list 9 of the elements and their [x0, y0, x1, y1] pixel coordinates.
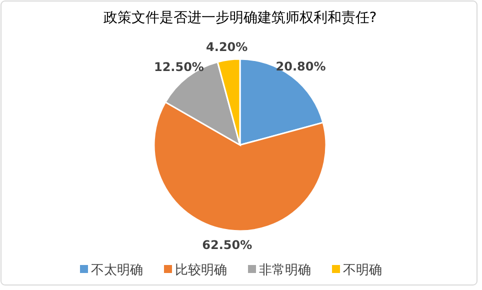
data-label: 62.50%: [202, 238, 252, 252]
data-label: 4.20%: [206, 40, 248, 54]
legend-label: 不太明确: [91, 263, 143, 278]
chart-title: 政策文件是否进一步明确建筑师权利和责任?: [103, 10, 377, 26]
data-label: 12.50%: [154, 60, 204, 74]
data-label: 20.80%: [276, 60, 326, 74]
legend-label: 非常明确: [259, 263, 311, 278]
legend-label: 不明确: [343, 263, 382, 278]
legend-label: 比较明确: [175, 263, 227, 278]
